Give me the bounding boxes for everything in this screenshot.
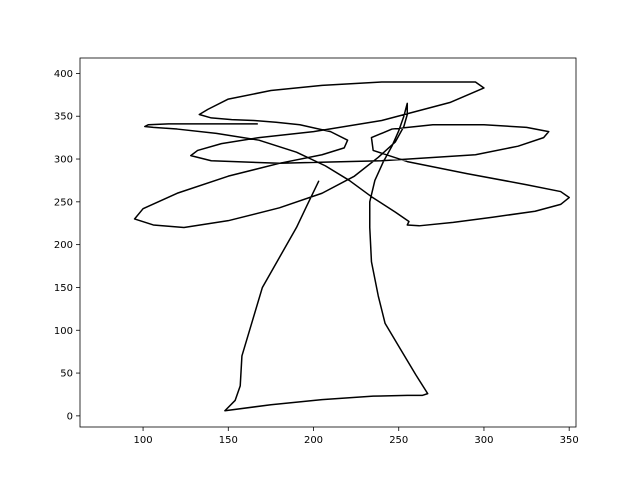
y-tick-label: 250 — [54, 197, 73, 208]
series-line-0 — [133, 81, 570, 412]
plot-area — [133, 81, 570, 412]
y-tick-label: 400 — [54, 69, 73, 80]
y-tick-label: 50 — [60, 369, 73, 380]
axes-frame — [79, 57, 577, 428]
y-tick-label: 100 — [54, 326, 73, 337]
x-tick-label: 300 — [474, 435, 493, 446]
y-tick-label: 200 — [54, 240, 73, 251]
x-tick-label: 100 — [134, 435, 153, 446]
x-tick-label: 350 — [560, 435, 579, 446]
y-tick-label: 350 — [54, 112, 73, 123]
x-tick-label: 150 — [219, 435, 238, 446]
y-tick-label: 150 — [54, 283, 73, 294]
x-tick-label: 200 — [304, 435, 323, 446]
axes: 100 150 200 250 300 350 0 50 100 150 200 250 300 350 4… — [54, 69, 579, 446]
y-tick-label: 300 — [54, 155, 73, 166]
x-tick-label: 250 — [389, 435, 408, 446]
y-tick-label: 0 — [67, 411, 73, 422]
